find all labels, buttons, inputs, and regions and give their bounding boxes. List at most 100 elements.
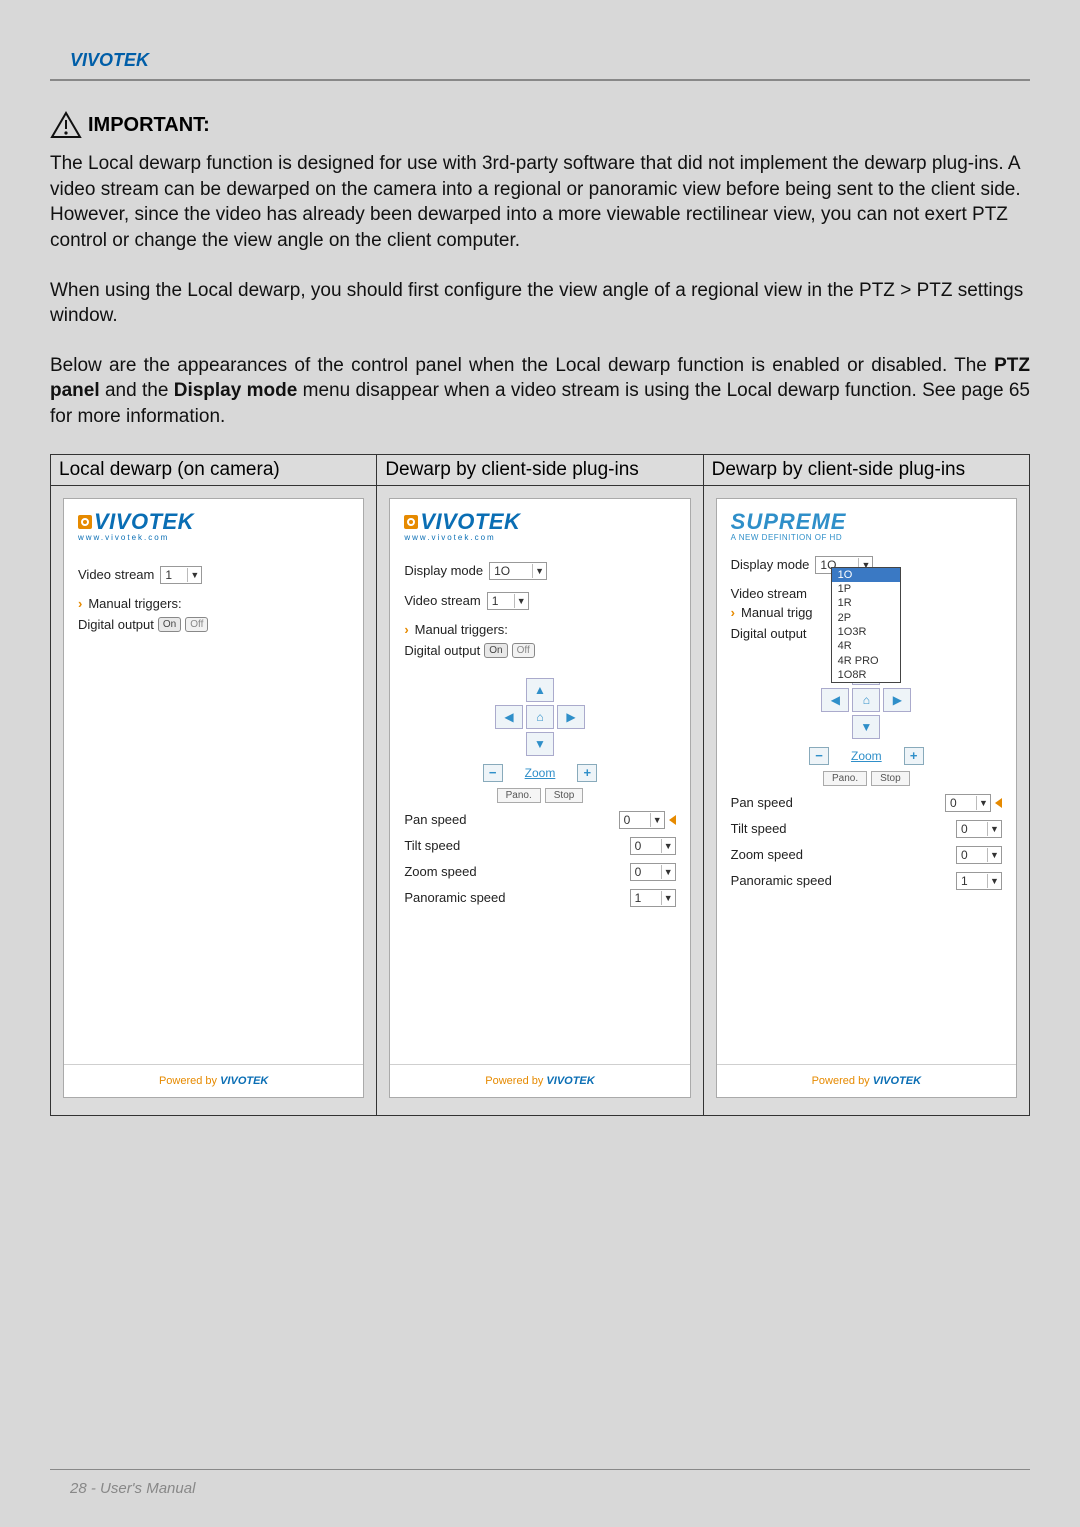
logo-text: VIVOTEK [420,509,520,535]
zoom-speed-select[interactable]: 0▼ [630,863,676,881]
powered-by-label: Powered by [485,1075,546,1087]
digital-output-off-button[interactable]: Off [185,617,208,632]
pan-speed-select[interactable]: 0▼ [619,811,665,829]
important-para-3: Below are the appearances of the control… [50,353,1030,430]
supreme-text: SUPREME [731,509,1002,535]
important-para-1: The Local dewarp function is designed fo… [50,151,1030,254]
digital-output-label: Digital output [78,617,154,632]
powered-by-label: Powered by [812,1075,873,1087]
warning-icon [50,111,82,139]
zoom-in-button[interactable]: + [577,764,597,782]
display-mode-option[interactable]: 1R [832,596,900,610]
panoramic-speed-select[interactable]: 1▼ [956,872,1002,890]
important-label: IMPORTANT: [88,114,210,137]
chevron-down-icon: ▼ [987,822,1001,836]
ptz-home-button[interactable]: ⌂ [526,705,554,729]
panoramic-speed-value: 1 [961,874,968,888]
powered-by-label: Powered by [159,1075,220,1087]
chevron-down-icon: ▼ [650,813,664,827]
chevron-down-icon: ▼ [661,865,675,879]
display-mode-option[interactable]: 1O8R [832,668,900,682]
footer-logo: VIVOTEK [546,1075,594,1087]
display-mode-label: Display mode [404,563,483,578]
zoom-label: Zoom [507,766,574,780]
pano-button[interactable]: Pano. [823,771,867,786]
zoom-out-button[interactable]: − [809,747,829,765]
display-mode-option[interactable]: 4R PRO [832,654,900,668]
video-stream-label: Video stream [731,586,807,601]
pan-speed-select[interactable]: 0▼ [945,794,991,812]
video-stream-select[interactable]: 1 ▼ [487,592,529,610]
display-mode-dropdown-open[interactable]: 1O1P1R2P1O3R4R4R PRO1O8R [831,567,901,683]
display-mode-option[interactable]: 1P [832,582,900,596]
logo-text: VIVOTEK [94,509,194,535]
panoramic-speed-label: Panoramic speed [404,890,505,905]
digital-output-on-button[interactable]: On [158,617,181,632]
supreme-subtext: A NEW DEFINITION OF HD [731,533,1002,542]
footer-logo: VIVOTEK [220,1075,268,1087]
zoom-speed-select[interactable]: 0▼ [956,846,1002,864]
video-stream-label: Video stream [78,567,154,582]
display-mode-option[interactable]: 2P [832,611,900,625]
tilt-speed-label: Tilt speed [404,838,460,853]
video-stream-value: 1 [492,594,499,608]
highlight-marker-icon [995,798,1002,808]
panel-client-dewarp-2: SUPREME A NEW DEFINITION OF HD Display m… [716,498,1017,1098]
ptz-left-button[interactable]: ◀ [821,688,849,712]
panel-local-dewarp: VIVOTEK www.vivotek.com Video stream 1 ▼ [63,498,364,1098]
col-header-1: Local dewarp (on camera) [51,454,377,485]
tilt-speed-select[interactable]: 0▼ [956,820,1002,838]
zoom-speed-value: 0 [961,848,968,862]
display-mode-option[interactable]: 1O3R [832,625,900,639]
display-mode-option[interactable]: 1O [832,568,900,582]
ptz-up-button[interactable]: ▲ [526,678,554,702]
tilt-speed-select[interactable]: 0▼ [630,837,676,855]
expand-icon[interactable]: › [731,605,735,620]
ptz-right-button[interactable]: ▶ [557,705,585,729]
stop-button[interactable]: Stop [871,771,910,786]
display-mode-select[interactable]: 1O ▼ [489,562,547,580]
p3-seg1: Below are the appearances of the control… [50,355,994,376]
panoramic-speed-value: 1 [635,891,642,905]
expand-icon[interactable]: › [404,622,408,637]
logo-subtext: www.vivotek.com [404,533,675,542]
pano-button[interactable]: Pano. [497,788,541,803]
vivotek-logo: VIVOTEK www.vivotek.com [78,509,349,542]
video-stream-select[interactable]: 1 ▼ [160,566,202,584]
ptz-down-button[interactable]: ▼ [852,715,880,739]
logo-bullet-icon [78,515,92,529]
logo-bullet-icon [404,515,418,529]
chevron-down-icon: ▼ [661,891,675,905]
supreme-logo: SUPREME A NEW DEFINITION OF HD [731,509,1002,542]
panel-footer: Powered by VIVOTEK [64,1064,363,1087]
expand-icon[interactable]: › [78,596,82,611]
panoramic-speed-select[interactable]: 1▼ [630,889,676,907]
ptz-home-button[interactable]: ⌂ [852,688,880,712]
digital-output-on-button[interactable]: On [484,643,507,658]
ptz-down-button[interactable]: ▼ [526,732,554,756]
chevron-down-icon: ▼ [661,839,675,853]
ptz-left-button[interactable]: ◀ [495,705,523,729]
display-mode-option[interactable]: 4R [832,639,900,653]
col-header-3: Dewarp by client-side plug-ins [703,454,1029,485]
highlight-marker-icon [669,815,676,825]
stop-button[interactable]: Stop [545,788,584,803]
digital-output-off-button[interactable]: Off [512,643,535,658]
manual-triggers-label: Manual triggers: [88,596,181,611]
chevron-down-icon: ▼ [987,874,1001,888]
zoom-in-button[interactable]: + [904,747,924,765]
p3-seg2: and the [100,380,174,401]
pan-speed-value: 0 [950,796,957,810]
manual-triggers-label: Manual triggers: [415,622,508,637]
pan-speed-label: Pan speed [404,812,466,827]
page-header: VIVOTEK [50,0,1030,81]
digital-output-label: Digital output [731,626,807,641]
display-mode-label: Display mode [731,557,810,572]
ptz-right-button[interactable]: ▶ [883,688,911,712]
zoom-speed-label: Zoom speed [404,864,476,879]
p3-bold2: Display mode [174,380,298,401]
video-stream-label: Video stream [404,593,480,608]
zoom-out-button[interactable]: − [483,764,503,782]
vivotek-logo: VIVOTEK www.vivotek.com [404,509,675,542]
tilt-speed-label: Tilt speed [731,821,787,836]
